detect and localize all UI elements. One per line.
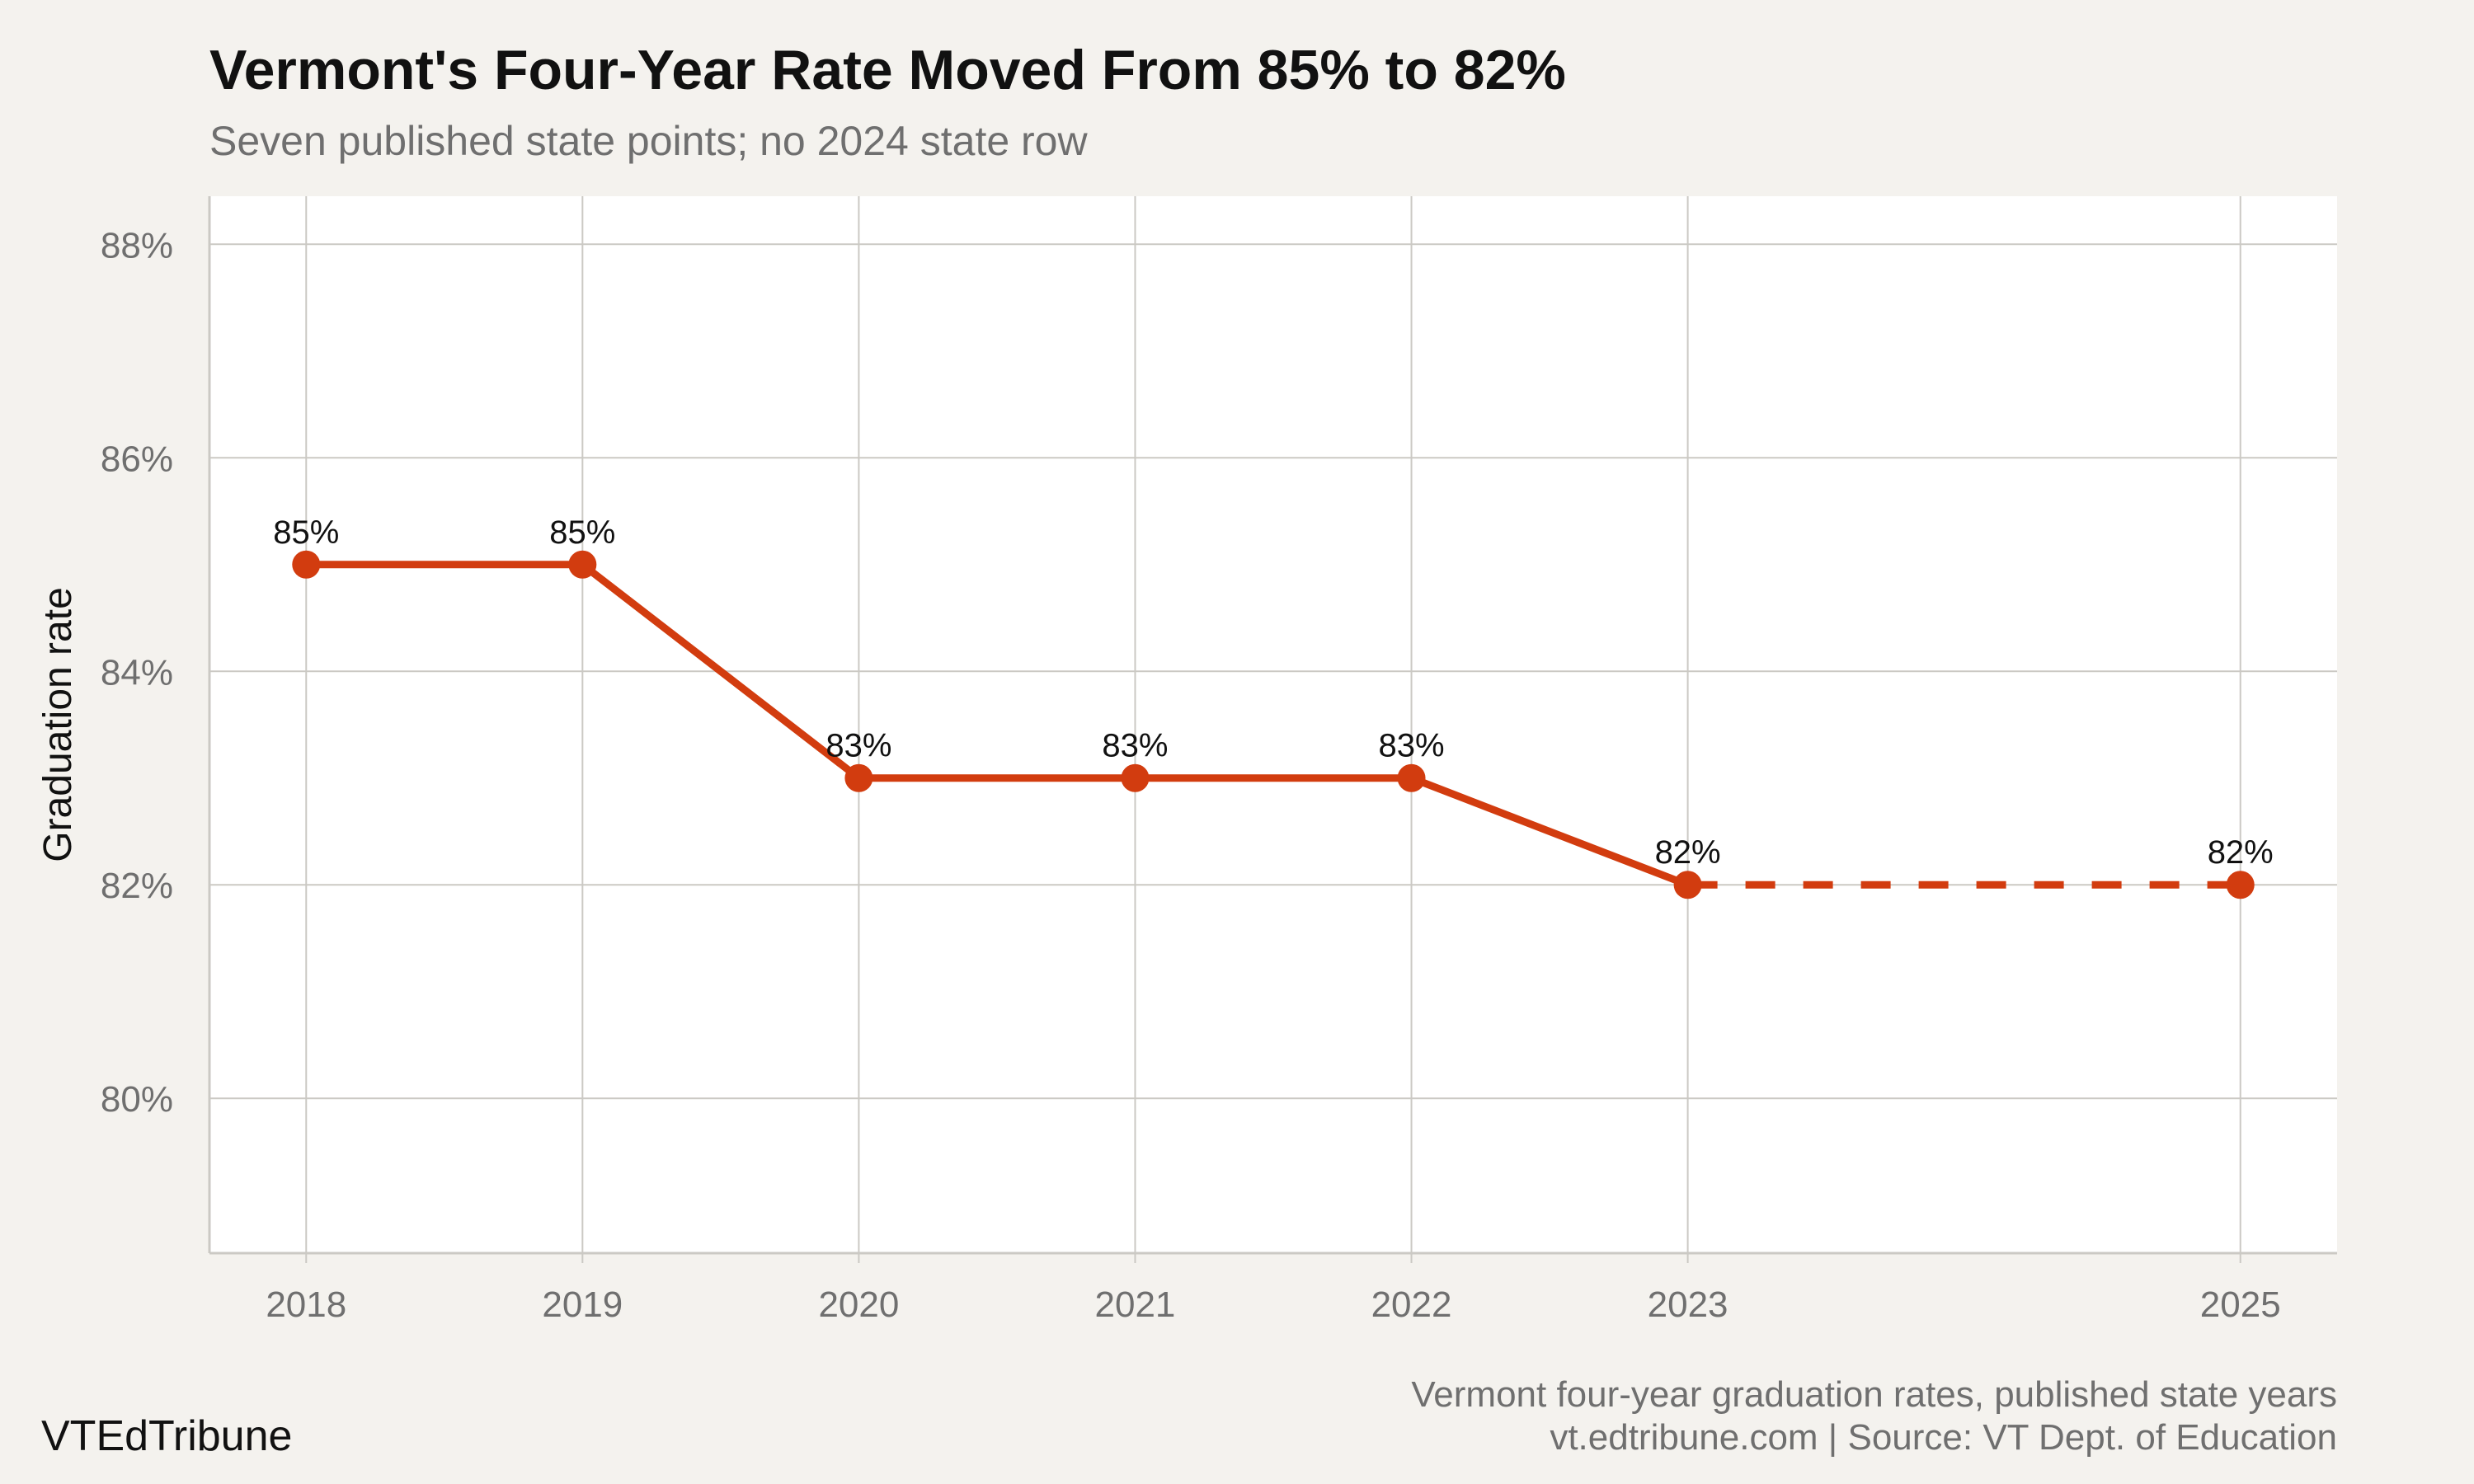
chart-subtitle: Seven published state points; no 2024 st… xyxy=(209,118,1088,164)
x-tick-label: 2020 xyxy=(818,1284,899,1325)
data-label: 85% xyxy=(549,514,615,551)
x-tick-label: 2021 xyxy=(1095,1284,1176,1325)
brand-logo-text: VTEdTribune xyxy=(41,1412,293,1460)
source-caption: Vermont four-year graduation rates, publ… xyxy=(1411,1374,2337,1459)
data-label: 83% xyxy=(825,728,891,764)
caption-line-1: Vermont four-year graduation rates, publ… xyxy=(1411,1374,2337,1415)
x-tick-label: 2023 xyxy=(1648,1284,1729,1325)
data-point xyxy=(1673,871,1702,899)
y-tick-label: 82% xyxy=(101,866,173,906)
series-segment xyxy=(578,561,863,782)
x-tick-label: 2025 xyxy=(2200,1284,2281,1325)
y-tick-label: 80% xyxy=(101,1079,173,1120)
data-point xyxy=(568,550,597,579)
x-tick-label: 2018 xyxy=(266,1284,346,1325)
x-tick-label: 2019 xyxy=(542,1284,623,1325)
data-point xyxy=(1397,763,1426,792)
grid-lines xyxy=(209,196,2337,1263)
data-label: 82% xyxy=(1655,834,1721,871)
caption-line-2: vt.edtribune.com | Source: VT Dept. of E… xyxy=(1550,1417,2337,1458)
x-tick-labels: 2018 2019 2020 2021 2022 2023 2025 xyxy=(266,1284,2280,1325)
data-label: 82% xyxy=(2208,834,2274,871)
plot-area xyxy=(209,196,2337,1253)
y-tick-label: 84% xyxy=(101,652,173,693)
y-tick-labels: 80% 82% 84% 86% 88% xyxy=(101,225,173,1120)
y-tick-label: 86% xyxy=(101,439,173,479)
data-points xyxy=(292,550,2255,899)
data-point xyxy=(2226,871,2255,899)
chart-title: Vermont's Four-Year Rate Moved From 85% … xyxy=(209,39,1566,101)
data-labels: 85% 85% 83% 83% 83% 82% 82% xyxy=(273,514,2274,871)
y-axis-label: Graduation rate xyxy=(36,587,80,862)
data-point xyxy=(844,763,873,792)
series-rate xyxy=(302,561,2241,889)
x-tick-label: 2022 xyxy=(1371,1284,1452,1325)
data-label: 85% xyxy=(273,514,339,551)
data-label: 83% xyxy=(1102,728,1168,764)
series-segment xyxy=(1408,774,1692,889)
data-point xyxy=(1121,763,1150,792)
y-tick-label: 88% xyxy=(101,225,173,265)
data-label: 83% xyxy=(1379,728,1445,764)
data-point xyxy=(292,550,321,579)
